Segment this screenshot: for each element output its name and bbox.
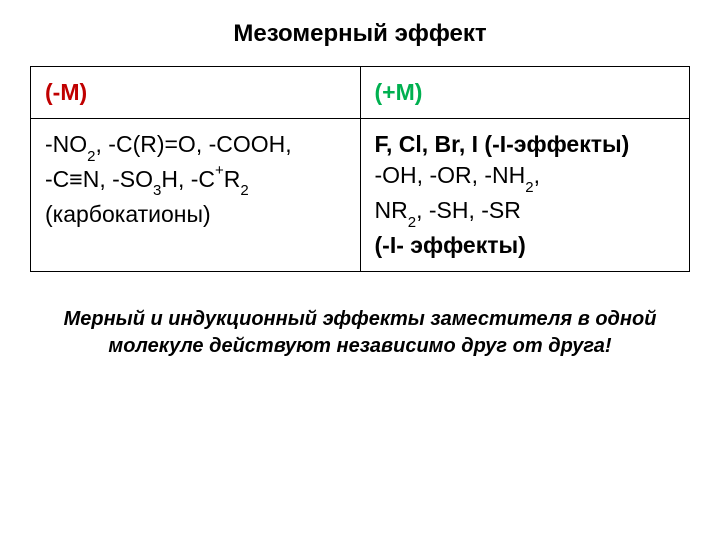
- triple-bond: ≡: [69, 166, 82, 192]
- cell-minus-m: -NO2, -C(R)=O, -COOH, -C≡N, -SO3H, -C+R2…: [31, 119, 361, 272]
- txt: NR: [375, 197, 408, 223]
- txt: , -C(R)=O, -COOH,: [96, 131, 292, 157]
- subscript: 2: [240, 182, 248, 199]
- plus-m-line3: NR2, -SH, -SR: [375, 195, 676, 230]
- subscript: 3: [153, 182, 161, 199]
- cell-plus-m: F, Cl, Br, I (-I-эффекты) -OH, -OR, -NH2…: [360, 119, 690, 272]
- txt: ,: [534, 162, 540, 188]
- subscript: 2: [525, 179, 533, 196]
- subscript: 2: [87, 148, 95, 165]
- txt: , -SH, -SR: [416, 197, 521, 223]
- txt: -C: [45, 166, 69, 192]
- txt: R: [224, 166, 241, 192]
- minus-m-line3: (карбокатионы): [45, 199, 346, 230]
- plus-m-line4: (-I- эффекты): [375, 230, 676, 261]
- superscript: +: [215, 162, 224, 179]
- caption-line2: молекуле действуют независимо друг от др…: [50, 333, 670, 360]
- txt: H, -C: [161, 166, 215, 192]
- effects-table: (-M) (+M) -NO2, -C(R)=O, -COOH, -C≡N, -S…: [30, 66, 690, 272]
- table-header-row: (-M) (+M): [31, 67, 690, 119]
- slide-title: Мезомерный эффект: [30, 20, 690, 48]
- txt: N, -SO: [83, 166, 153, 192]
- txt: -NO: [45, 131, 87, 157]
- caption-line1: Мерный и индукционный эффекты заместител…: [50, 306, 670, 333]
- caption: Мерный и индукционный эффекты заместител…: [30, 306, 690, 360]
- minus-m-line2: -C≡N, -SO3H, -C+R2: [45, 164, 346, 199]
- slide: Мезомерный эффект (-M) (+M) -NO2, -C(R)=…: [0, 0, 720, 540]
- table-body-row: -NO2, -C(R)=O, -COOH, -C≡N, -SO3H, -C+R2…: [31, 119, 690, 272]
- subscript: 2: [408, 214, 416, 231]
- plus-m-line1: F, Cl, Br, I (-I-эффекты): [375, 129, 676, 160]
- txt: -OH, -OR, -NH: [375, 162, 526, 188]
- header-plus-m: (+M): [360, 67, 690, 119]
- header-minus-m: (-M): [31, 67, 361, 119]
- plus-m-line2: -OH, -OR, -NH2,: [375, 160, 676, 195]
- minus-m-line1: -NO2, -C(R)=O, -COOH,: [45, 129, 346, 164]
